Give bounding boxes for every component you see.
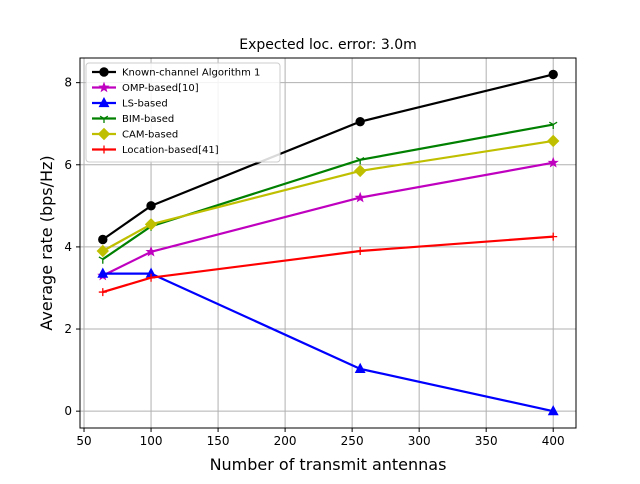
legend-item: Location-based[41] bbox=[92, 145, 219, 156]
data-point bbox=[354, 362, 366, 373]
plot-frame bbox=[79, 57, 577, 429]
y-tick-label: 8 bbox=[64, 76, 72, 90]
x-tick-label: 300 bbox=[408, 434, 431, 448]
y-axis-title: Average rate (bps/Hz) bbox=[37, 155, 56, 330]
data-point bbox=[356, 247, 365, 256]
y-tick-label: 6 bbox=[64, 158, 72, 172]
x-tick-label: 150 bbox=[207, 434, 230, 448]
series-line bbox=[102, 272, 554, 413]
legend-label: CAM-based bbox=[122, 130, 178, 141]
series-line bbox=[102, 123, 554, 261]
legend-marker bbox=[97, 127, 111, 141]
data-point bbox=[96, 244, 109, 258]
data-point bbox=[547, 134, 560, 148]
data-point bbox=[145, 245, 157, 257]
legend-item: CAM-based bbox=[92, 127, 178, 141]
series-cam-based bbox=[96, 134, 560, 258]
data-point bbox=[548, 69, 558, 80]
data-point bbox=[353, 164, 367, 178]
legend-item: OMP-based[10] bbox=[92, 81, 199, 94]
x-tick-label: 400 bbox=[542, 434, 565, 448]
legend-marker bbox=[100, 145, 108, 154]
data-point bbox=[98, 256, 108, 264]
data-point bbox=[549, 232, 558, 241]
legend-label: OMP-based[10] bbox=[122, 83, 199, 94]
y-tick-label: 0 bbox=[64, 404, 72, 418]
series-line bbox=[102, 73, 554, 241]
ticks: 50 100 150 200 250 300 350 400 0 2 4 6 8 bbox=[64, 76, 564, 448]
data-point bbox=[355, 116, 365, 127]
series-line bbox=[102, 161, 554, 277]
legend-marker bbox=[99, 115, 109, 123]
x-tick-label: 200 bbox=[274, 434, 297, 448]
legend-marker bbox=[99, 67, 109, 77]
x-tick-label: 50 bbox=[76, 434, 91, 448]
legend-item: Known-channel Algorithm 1 bbox=[92, 67, 260, 79]
y-tick-label: 2 bbox=[64, 322, 72, 336]
series-line bbox=[102, 235, 554, 294]
chart-title: Expected loc. error: 3.0m bbox=[239, 37, 417, 53]
data-point bbox=[147, 273, 156, 282]
legend-label: Location-based[41] bbox=[122, 145, 219, 156]
legend-marker bbox=[98, 96, 110, 108]
data-point bbox=[355, 156, 365, 165]
data-point bbox=[144, 218, 158, 231]
legend-item: LS-based bbox=[92, 96, 168, 110]
data-point bbox=[547, 156, 559, 168]
data-point bbox=[98, 234, 108, 245]
legend-box bbox=[85, 62, 281, 163]
series-known-channel-algorithm-1 bbox=[98, 69, 558, 245]
legend-label: Known-channel Algorithm 1 bbox=[122, 68, 260, 79]
series-ls-based bbox=[97, 267, 559, 416]
y-tick-label: 4 bbox=[64, 240, 72, 254]
x-tick-label: 100 bbox=[140, 434, 163, 448]
data-point bbox=[354, 191, 366, 203]
data-point bbox=[98, 288, 107, 297]
data-point bbox=[146, 201, 156, 211]
data-point bbox=[547, 405, 559, 416]
legend-item: BIM-based bbox=[92, 114, 174, 125]
x-tick-label: 350 bbox=[475, 434, 498, 448]
legend: Known-channel Algorithm 1 OMP-based[10] LS… bbox=[85, 62, 281, 163]
legend-label: BIM-based bbox=[122, 114, 174, 125]
x-tick-label: 250 bbox=[341, 434, 364, 448]
data-point bbox=[97, 267, 109, 278]
data-point bbox=[548, 121, 558, 130]
series-line bbox=[102, 139, 554, 252]
x-axis-title: Number of transmit antennas bbox=[210, 455, 447, 474]
legend-marker bbox=[98, 81, 110, 93]
series-location-based-41 bbox=[98, 232, 558, 297]
series-group bbox=[96, 69, 560, 416]
legend-label: LS-based bbox=[122, 99, 168, 110]
